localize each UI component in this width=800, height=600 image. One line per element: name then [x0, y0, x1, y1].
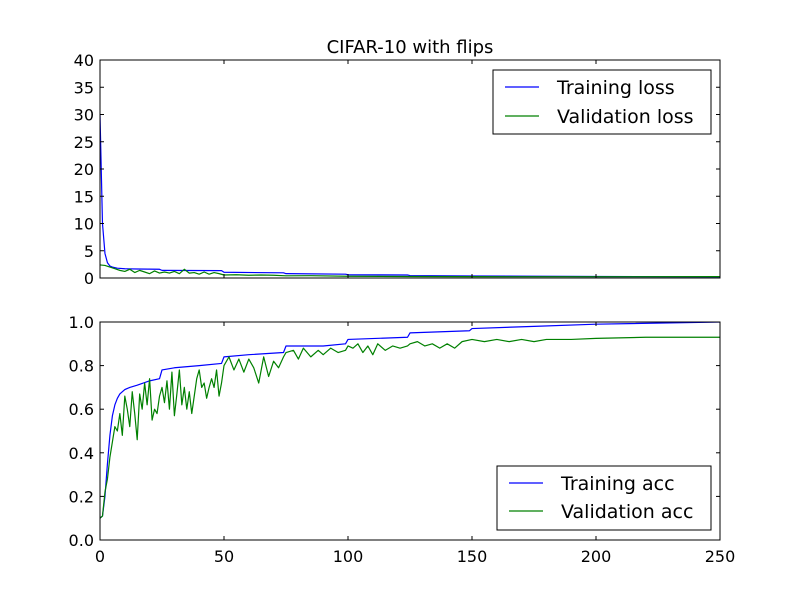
y-tick-label: 5	[84, 242, 94, 261]
x-tick-label: 100	[333, 547, 364, 566]
y-tick-label: 30	[74, 106, 94, 125]
y-tick-label: 0.4	[69, 444, 94, 463]
legend-label: Validation acc	[561, 501, 693, 523]
loss-subplot: 0 5 10 15 20 25 30 35 40 Training loss Validation …	[74, 51, 721, 288]
series-line-validation-loss	[100, 264, 720, 278]
accuracy-subplot: 0.0 0.2 0.4 0.6 0.8 1.0 0 50 100 150 200 250 Trainin…	[69, 313, 736, 566]
legend-label: Validation loss	[557, 106, 694, 128]
y-tick-label: 40	[74, 51, 94, 70]
axes-frame	[99, 321, 721, 541]
legend-box	[496, 465, 712, 531]
x-tick-label: 0	[95, 547, 105, 566]
y-tick-label: 0	[84, 269, 94, 288]
y-tick-label: 20	[74, 160, 94, 179]
y-tick-label: 35	[74, 78, 94, 97]
legend-box	[492, 69, 712, 135]
y-tick-label: 0.0	[69, 531, 94, 550]
y-tick-label: 25	[74, 133, 94, 152]
series-line-training-acc	[100, 322, 720, 519]
legend-label: Training acc	[560, 473, 675, 495]
x-tick-label: 200	[581, 547, 612, 566]
y-tick-label: 0.8	[69, 357, 94, 376]
y-tick-label: 10	[74, 215, 94, 234]
series-line-training-loss	[100, 114, 720, 278]
y-tick-label: 0.2	[69, 487, 94, 506]
series-line-validation-acc	[100, 336, 720, 519]
x-tick-label: 150	[457, 547, 488, 566]
y-tick-label: 1.0	[69, 313, 94, 332]
x-tick-label: 250	[705, 547, 736, 566]
x-tick-label: 50	[214, 547, 234, 566]
chart-title: CIFAR-10 with flips	[327, 37, 494, 58]
y-tick-label: 0.6	[69, 400, 94, 419]
y-tick-label: 15	[74, 187, 94, 206]
legend-label: Training loss	[556, 77, 675, 99]
